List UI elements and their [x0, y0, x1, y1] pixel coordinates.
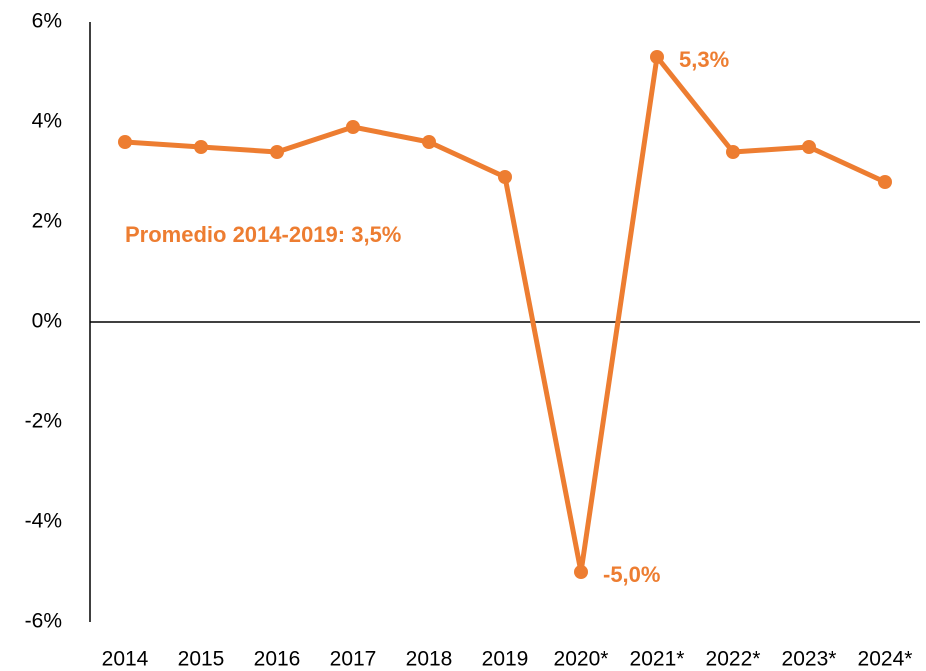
marker [650, 50, 664, 64]
marker [498, 170, 512, 184]
y-tick-label: -4% [25, 510, 62, 533]
x-tick-label: 2019 [482, 648, 529, 671]
data-label: 5,3% [679, 47, 729, 72]
x-tick-label: 2024* [858, 648, 913, 671]
x-tick-label: 2014 [102, 648, 149, 671]
annotation: Promedio 2014-2019: 3,5% [125, 222, 401, 247]
y-tick-label: 0% [32, 310, 62, 333]
marker [726, 145, 740, 159]
marker [270, 145, 284, 159]
line [124, 54, 887, 575]
marker [346, 120, 360, 134]
data-label: -5,0% [603, 562, 660, 587]
y-tick-label: 2% [32, 210, 62, 233]
y-tick-label: -2% [25, 410, 62, 433]
marker [802, 140, 816, 154]
x-tick-label: 2022* [706, 648, 761, 671]
marker [574, 565, 588, 579]
marker [118, 135, 132, 149]
x-tick-label: 2023* [782, 648, 837, 671]
marker [422, 135, 436, 149]
x-tick-label: 2021* [630, 648, 685, 671]
x-tick-label: 2020* [554, 648, 609, 671]
x-tick-label: 2018 [406, 648, 453, 671]
x-tick-label: 2017 [330, 648, 377, 671]
marker [194, 140, 208, 154]
y-tick-label: -6% [25, 610, 62, 633]
x-tick-label: 2015 [178, 648, 225, 671]
y-tick-label: 6% [32, 10, 62, 33]
marker [878, 175, 892, 189]
x-tick-label: 2016 [254, 648, 301, 671]
y-tick-label: 4% [32, 110, 62, 133]
